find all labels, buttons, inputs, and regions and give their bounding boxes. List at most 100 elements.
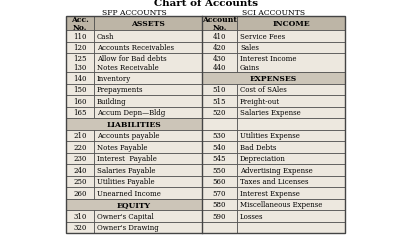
Text: 210: 210 <box>73 132 87 140</box>
Text: Depreciation: Depreciation <box>240 155 286 162</box>
Text: 520: 520 <box>213 109 226 117</box>
Bar <box>66 153 94 164</box>
Text: Notes Payable: Notes Payable <box>97 143 148 151</box>
Bar <box>66 176 94 187</box>
Text: Accounts payable: Accounts payable <box>97 132 159 140</box>
Text: Allow for Bad debts
Notes Receivable: Allow for Bad debts Notes Receivable <box>97 55 166 72</box>
Bar <box>237 142 345 153</box>
Bar <box>94 210 202 222</box>
Bar <box>202 84 237 96</box>
Bar <box>94 176 202 187</box>
Bar <box>94 153 202 164</box>
Bar <box>66 17 94 31</box>
Bar <box>94 96 202 107</box>
Bar <box>66 222 94 233</box>
Bar <box>237 42 345 54</box>
Text: Utilities Expense: Utilities Expense <box>240 132 300 140</box>
Text: 165: 165 <box>73 109 87 117</box>
Bar <box>202 96 237 107</box>
Bar <box>237 187 345 199</box>
Bar <box>202 42 237 54</box>
Bar <box>202 73 345 84</box>
Text: SFP ACCOUNTS: SFP ACCOUNTS <box>102 9 166 17</box>
Text: Prepayments: Prepayments <box>97 86 143 94</box>
Bar <box>202 31 237 42</box>
Bar <box>237 107 345 118</box>
Text: Salaries Expense: Salaries Expense <box>240 109 301 117</box>
Text: 250: 250 <box>73 178 87 186</box>
Bar <box>94 164 202 176</box>
Text: Cash: Cash <box>97 32 115 40</box>
Bar <box>94 73 202 84</box>
Bar <box>237 210 345 222</box>
Text: Service Fees: Service Fees <box>240 32 285 40</box>
Text: Chart of Accounts: Chart of Accounts <box>153 0 258 8</box>
Text: Owner's Drawing: Owner's Drawing <box>97 223 159 231</box>
Bar <box>66 84 94 96</box>
Text: 320: 320 <box>73 223 87 231</box>
Bar <box>66 54 94 73</box>
Text: Acc.
No.: Acc. No. <box>71 16 89 32</box>
Bar <box>202 130 237 141</box>
Bar <box>202 176 237 187</box>
Bar <box>66 199 202 210</box>
Bar <box>94 31 202 42</box>
Text: 530: 530 <box>213 132 226 140</box>
Text: 570: 570 <box>213 189 226 197</box>
Bar <box>202 107 237 118</box>
Bar <box>66 73 94 84</box>
Text: EXPENSES: EXPENSES <box>250 74 297 82</box>
Bar <box>202 187 237 199</box>
Bar <box>237 222 345 233</box>
Bar <box>94 54 202 73</box>
Text: 120: 120 <box>73 44 87 52</box>
Text: Taxes and Licenses: Taxes and Licenses <box>240 178 309 186</box>
Text: 140: 140 <box>73 74 87 82</box>
Text: ASSETS: ASSETS <box>131 20 165 28</box>
Text: 260: 260 <box>73 189 87 197</box>
Bar <box>237 153 345 164</box>
Bar <box>94 187 202 199</box>
Bar <box>66 210 94 222</box>
Bar <box>202 210 237 222</box>
Bar <box>66 130 94 141</box>
Text: 310: 310 <box>73 212 87 220</box>
Text: 110: 110 <box>73 32 87 40</box>
Text: Interest  Payable: Interest Payable <box>97 155 157 162</box>
Text: 510: 510 <box>213 86 226 94</box>
Text: Sales: Sales <box>240 44 259 52</box>
Text: 420: 420 <box>213 44 226 52</box>
Bar <box>66 142 94 153</box>
Bar <box>237 17 345 31</box>
Bar <box>94 222 202 233</box>
Text: Utilities Payable: Utilities Payable <box>97 178 155 186</box>
Bar <box>66 31 94 42</box>
Text: 230: 230 <box>73 155 87 162</box>
Text: Interest Expense: Interest Expense <box>240 189 300 197</box>
Bar <box>237 31 345 42</box>
Bar <box>237 176 345 187</box>
Text: 590: 590 <box>213 212 226 220</box>
Bar <box>237 54 345 73</box>
Text: 550: 550 <box>213 166 226 174</box>
Text: Account
No.: Account No. <box>202 16 237 32</box>
Text: Inventory: Inventory <box>97 74 131 82</box>
Bar <box>66 96 94 107</box>
Bar <box>94 107 202 118</box>
Text: 545: 545 <box>213 155 226 162</box>
Text: 580: 580 <box>213 200 226 208</box>
Bar <box>94 142 202 153</box>
Text: 220: 220 <box>73 143 87 151</box>
Text: Building: Building <box>97 97 127 105</box>
Text: Accounts Receivables: Accounts Receivables <box>97 44 174 52</box>
Text: Freight-out: Freight-out <box>240 97 280 105</box>
Bar <box>66 164 94 176</box>
Text: Salaries Payable: Salaries Payable <box>97 166 155 174</box>
Text: 560: 560 <box>213 178 226 186</box>
Bar <box>237 96 345 107</box>
Bar <box>202 142 237 153</box>
Bar <box>237 199 345 210</box>
Bar <box>237 84 345 96</box>
Bar <box>66 187 94 199</box>
Bar <box>202 54 237 73</box>
